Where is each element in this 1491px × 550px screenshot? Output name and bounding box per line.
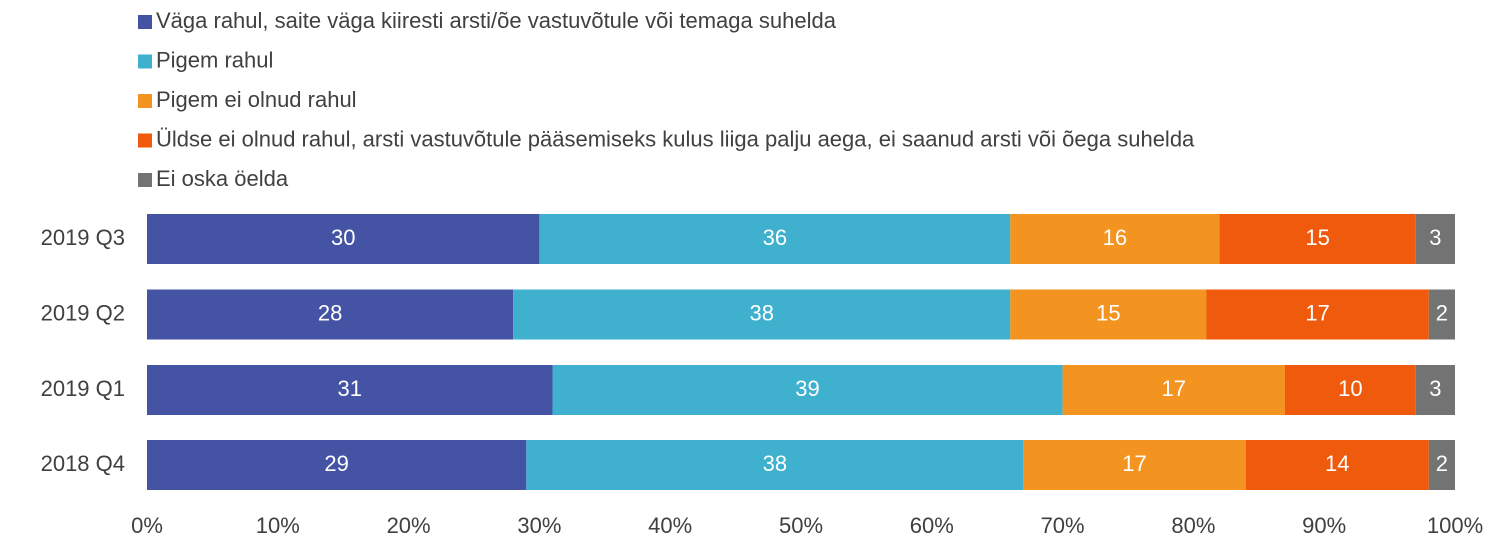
- bar-segment: [147, 440, 527, 490]
- bar-segment: [539, 214, 1011, 264]
- data-label: 39: [795, 376, 819, 401]
- bar-segment: [1245, 440, 1429, 490]
- x-tick-label: 50%: [779, 513, 823, 538]
- y-tick-label: 2019 Q1: [41, 376, 125, 401]
- data-label: 16: [1103, 225, 1127, 250]
- x-tick-label: 100%: [1427, 513, 1483, 538]
- data-label: 28: [318, 300, 342, 325]
- data-label: 17: [1305, 300, 1329, 325]
- bar-segment: [1010, 289, 1207, 340]
- data-label: 36: [763, 225, 787, 250]
- legend-label: Üldse ei olnud rahul, arsti vastuvõtule …: [156, 126, 1195, 151]
- y-tick-label: 2019 Q3: [41, 225, 125, 250]
- data-label: 15: [1305, 225, 1329, 250]
- data-label: 30: [331, 225, 355, 250]
- bar-segment: [1023, 440, 1246, 490]
- bar-segment: [147, 289, 514, 340]
- x-tick-label: 40%: [648, 513, 692, 538]
- x-tick-label: 70%: [1041, 513, 1085, 538]
- bar-segment: [552, 365, 1063, 415]
- x-tick-label: 30%: [517, 513, 561, 538]
- data-label: 14: [1325, 451, 1349, 476]
- legend-label: Väga rahul, saite väga kiiresti arsti/õe…: [156, 8, 837, 33]
- data-label: 38: [763, 451, 787, 476]
- legend-swatch: [138, 15, 152, 29]
- legend-swatch: [138, 54, 152, 69]
- x-tick-label: 80%: [1171, 513, 1215, 538]
- data-label: 29: [324, 451, 348, 476]
- x-tick-label: 0%: [131, 513, 163, 538]
- x-tick-label: 20%: [387, 513, 431, 538]
- bar-segment: [1010, 214, 1220, 264]
- bar-segment: [147, 214, 540, 264]
- data-label: 17: [1162, 376, 1186, 401]
- data-label: 2: [1436, 451, 1448, 476]
- data-label: 3: [1429, 225, 1441, 250]
- data-label: 17: [1122, 451, 1146, 476]
- legend-label: Ei oska öelda: [156, 166, 289, 191]
- bar-segment: [1284, 365, 1416, 415]
- bar-segment: [1062, 365, 1285, 415]
- y-tick-label: 2019 Q2: [41, 300, 125, 325]
- bar-segment: [147, 365, 553, 415]
- legend-label: Pigem rahul: [156, 47, 273, 72]
- data-label: 31: [337, 376, 361, 401]
- bar-segment: [513, 289, 1011, 340]
- bar-segment: [526, 440, 1024, 490]
- bar-segment: [1428, 289, 1455, 340]
- legend-label: Pigem ei olnud rahul: [156, 87, 357, 112]
- x-tick-label: 10%: [256, 513, 300, 538]
- legend-swatch: [138, 173, 152, 187]
- legend-swatch: [138, 94, 152, 108]
- x-tick-label: 90%: [1302, 513, 1346, 538]
- bar-segment: [1206, 289, 1429, 340]
- bar-segment: [1415, 365, 1455, 415]
- data-label: 38: [750, 300, 774, 325]
- bar-segment: [1428, 440, 1455, 490]
- data-label: 3: [1429, 376, 1441, 401]
- data-label: 10: [1338, 376, 1362, 401]
- x-tick-label: 60%: [910, 513, 954, 538]
- y-tick-label: 2018 Q4: [41, 451, 125, 476]
- legend-swatch: [138, 133, 152, 148]
- data-label: 2: [1436, 300, 1448, 325]
- data-label: 15: [1096, 300, 1120, 325]
- bar-segment: [1219, 214, 1416, 264]
- bar-segment: [1415, 214, 1455, 264]
